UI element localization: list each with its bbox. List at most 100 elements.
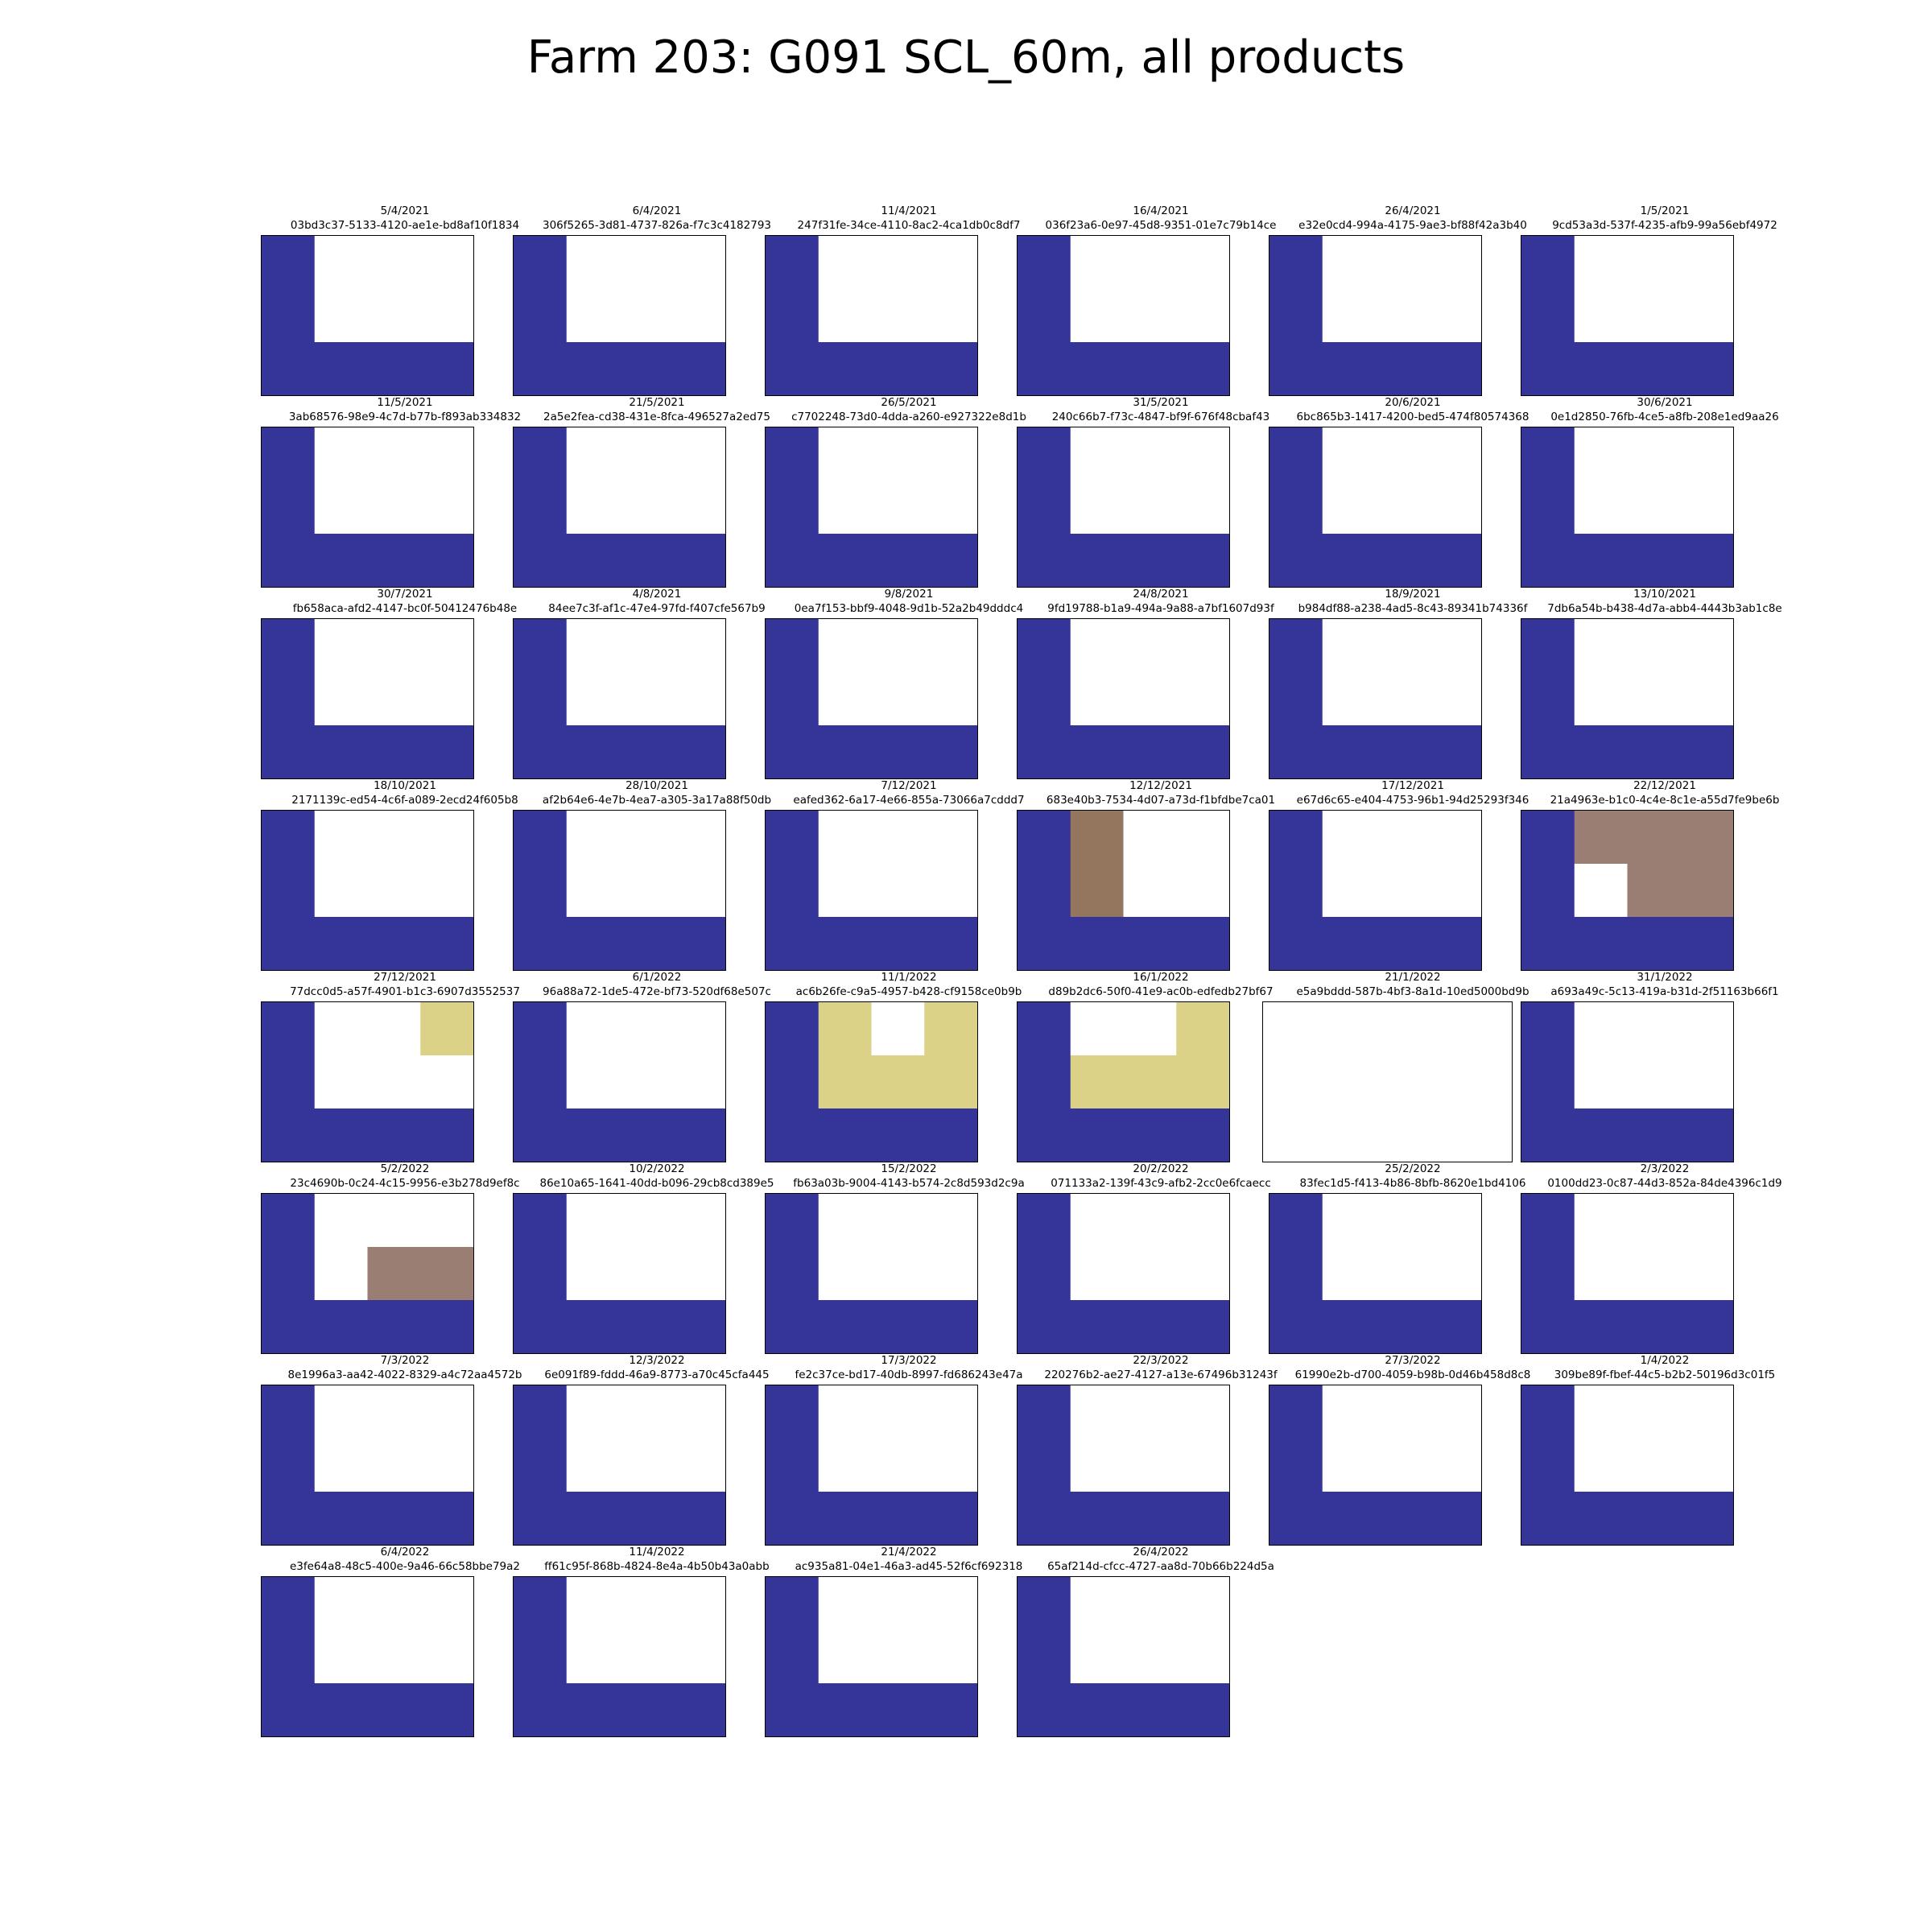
heatmap-cell xyxy=(672,1385,725,1439)
heatmap-cell xyxy=(1375,864,1429,918)
heatmap-cell xyxy=(566,1492,621,1545)
heatmap-cell xyxy=(1070,864,1125,918)
panel-date-label: 9/8/2021 xyxy=(884,588,934,601)
heatmap-cell xyxy=(1070,811,1125,865)
panel-image xyxy=(765,1193,978,1354)
scl-panel: 21/4/2022 ac935a81-04e1-46a3-ad45-52f6cf6… xyxy=(764,1343,1054,1737)
heatmap-cell xyxy=(1428,289,1481,343)
heatmap-cell xyxy=(1574,1108,1629,1162)
heatmap-cell xyxy=(1269,619,1323,673)
heatmap-cell xyxy=(1176,1683,1229,1736)
heatmap-cell xyxy=(818,427,873,481)
panel-date-label: 11/5/2021 xyxy=(377,396,433,409)
heatmap-cell xyxy=(1627,342,1681,395)
heatmap-cell xyxy=(1176,236,1229,290)
heatmap-cell xyxy=(1070,534,1125,587)
heatmap-cell xyxy=(1521,1300,1575,1353)
heatmap-cell xyxy=(1176,811,1229,865)
heatmap-cell xyxy=(871,619,925,673)
panel-product-id-label: 247f31fe-34ce-4110-8ac2-4ca1db0c8df7 xyxy=(797,219,1021,232)
panel-image xyxy=(1521,427,1734,588)
heatmap-cell xyxy=(766,427,819,481)
heatmap-cell xyxy=(672,236,725,290)
heatmap-cell xyxy=(1018,864,1071,918)
heatmap-cell xyxy=(420,672,473,726)
panel-date-label: 12/12/2021 xyxy=(1129,779,1192,792)
heatmap-cell xyxy=(1176,427,1229,481)
heatmap-cell xyxy=(367,342,421,395)
heatmap-cell xyxy=(1322,917,1377,970)
heatmap-cell xyxy=(1574,672,1629,726)
heatmap-cell xyxy=(1123,289,1177,343)
heatmap-cell xyxy=(1375,619,1429,673)
heatmap-cell xyxy=(1018,1247,1071,1301)
panel-product-id-label: 96a88a72-1de5-472e-bf73-520df68e507c xyxy=(543,985,771,998)
heatmap-cell xyxy=(314,1194,369,1248)
heatmap-cell xyxy=(1521,427,1575,481)
panel-heatmap xyxy=(766,619,977,778)
panel-date-label: 28/10/2021 xyxy=(625,779,688,792)
panel-product-id-label: 683e40b3-7534-4d07-a73d-f1bfdbe7ca01 xyxy=(1046,794,1276,807)
panel-date-label: 6/4/2022 xyxy=(380,1546,430,1558)
heatmap-cell xyxy=(818,289,873,343)
heatmap-cell xyxy=(367,427,421,481)
panel-product-id-label: 309be89f-fbef-44c5-b2b2-50196d3c01f5 xyxy=(1554,1368,1776,1381)
panel-date-label: 27/12/2021 xyxy=(374,971,436,984)
panel-heatmap xyxy=(1018,1577,1229,1736)
heatmap-cell xyxy=(1322,672,1377,726)
panel-heatmap xyxy=(262,811,473,970)
scl-panel: 21/5/2021 2a5e2fea-cd38-431e-8fca-496527a… xyxy=(512,193,802,588)
heatmap-cell xyxy=(672,1492,725,1545)
scl-panel: 27/12/2021 77dcc0d5-a57f-4901-b1c3-6907d3… xyxy=(260,768,550,1162)
heatmap-cell xyxy=(1018,342,1071,395)
heatmap-cell xyxy=(1018,672,1071,726)
heatmap-cell xyxy=(1269,1439,1323,1492)
heatmap-cell xyxy=(1574,1385,1629,1439)
heatmap-cell xyxy=(566,1108,621,1162)
heatmap-cell xyxy=(924,427,977,481)
heatmap-cell xyxy=(1322,1300,1377,1353)
heatmap-cell xyxy=(1521,1247,1575,1301)
panel-image xyxy=(513,427,726,588)
heatmap-cell xyxy=(619,236,673,290)
scl-panel: 6/1/2022 96a88a72-1de5-472e-bf73-520df68e… xyxy=(512,768,802,1162)
heatmap-cell xyxy=(924,1194,977,1248)
scl-panel: 6/4/2022 e3fe64a8-48c5-400e-9a46-66c58bbe… xyxy=(260,1343,550,1737)
panel-date-label: 12/3/2022 xyxy=(629,1354,685,1367)
heatmap-cell xyxy=(566,1194,621,1248)
heatmap-cell xyxy=(766,1108,819,1162)
heatmap-cell xyxy=(1176,725,1229,778)
heatmap-cell xyxy=(1123,1630,1177,1684)
scl-panel: 20/2/2022 071133a2-139f-43c9-afb2-2cc0e6f… xyxy=(1016,960,1306,1354)
heatmap-cell xyxy=(1521,481,1575,535)
heatmap-cell xyxy=(1070,1683,1125,1736)
panel-product-id-label: 6bc865b3-1417-4200-bed5-474f80574368 xyxy=(1296,411,1530,423)
heatmap-cell xyxy=(766,1492,819,1545)
heatmap-cell xyxy=(1123,917,1177,970)
panel-date-label: 7/12/2021 xyxy=(881,779,937,792)
heatmap-cell xyxy=(314,427,369,481)
scl-panel: 30/7/2021 fb658aca-afd2-4147-bc0f-5041247… xyxy=(260,385,550,779)
heatmap-cell xyxy=(1428,1300,1481,1353)
heatmap-cell xyxy=(818,1300,873,1353)
heatmap-cell xyxy=(672,1055,725,1109)
heatmap-cell xyxy=(1521,289,1575,343)
heatmap-cell xyxy=(566,1055,621,1109)
panel-heatmap xyxy=(766,1002,977,1162)
heatmap-cell xyxy=(566,725,621,778)
heatmap-cell xyxy=(566,917,621,970)
heatmap-cell xyxy=(1680,427,1733,481)
heatmap-cell xyxy=(924,619,977,673)
heatmap-cell xyxy=(514,342,568,395)
heatmap-cell xyxy=(1574,811,1629,865)
heatmap-cell xyxy=(766,1247,819,1301)
heatmap-cell xyxy=(367,672,421,726)
panel-heatmap xyxy=(1269,619,1481,778)
heatmap-cell xyxy=(619,342,673,395)
heatmap-cell xyxy=(871,1002,925,1056)
panel-date-label: 5/2/2022 xyxy=(380,1162,430,1175)
panel-heatmap xyxy=(262,1194,473,1353)
heatmap-cell xyxy=(1269,1385,1323,1439)
heatmap-cell xyxy=(1428,811,1481,865)
heatmap-cell xyxy=(420,427,473,481)
